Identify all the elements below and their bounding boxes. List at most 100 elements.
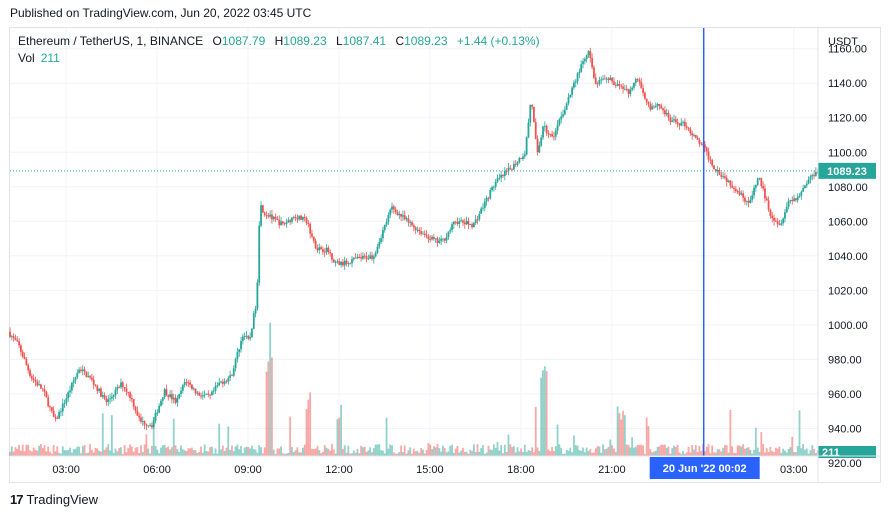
candle-body [425, 235, 428, 237]
candle-body [492, 186, 495, 188]
volume-bar [249, 448, 252, 456]
volume-bar [232, 451, 235, 456]
volume-bar [376, 444, 379, 456]
volume-bar [742, 444, 745, 456]
volume-bar [114, 448, 117, 456]
volume-bar [563, 453, 566, 456]
candle-body [725, 177, 728, 182]
volume-bar [334, 453, 337, 456]
volume-bar [658, 446, 661, 456]
candle-body [563, 109, 566, 115]
candle-body [402, 215, 404, 217]
volume-bar [765, 448, 768, 456]
volume-bar [483, 453, 486, 456]
volume-bar [332, 449, 335, 456]
volume-bar [320, 453, 322, 456]
volume-bar [301, 447, 304, 456]
candle-body [758, 178, 761, 179]
candle-body [120, 382, 122, 388]
volume-bar [252, 449, 255, 456]
tradingview-logo-icon: 17 [10, 492, 24, 507]
volume-bar [29, 450, 31, 456]
y-tick-label: 1100.00 [828, 147, 867, 159]
candle-body [218, 382, 221, 386]
candle-body [696, 137, 699, 140]
candle-body [496, 178, 499, 182]
volume-bar [149, 453, 151, 456]
volume-bar [74, 448, 77, 456]
candle-body [396, 212, 399, 216]
candle-body [132, 399, 135, 407]
candle-body [125, 388, 128, 393]
candle-body [580, 64, 583, 72]
volume-bar [298, 452, 301, 456]
footer[interactable]: 17 TradingView [10, 492, 98, 507]
volume-bar [40, 444, 42, 456]
candle-body [665, 112, 668, 115]
candle-body [243, 336, 246, 337]
volume-bar [354, 452, 357, 456]
y-axis-unit: USDT [828, 36, 858, 48]
volume-bar [167, 446, 170, 456]
candle-body [110, 396, 113, 399]
candle-body [609, 77, 612, 81]
candle-body [169, 394, 171, 397]
volume-bar [245, 446, 248, 456]
candle-body [267, 215, 270, 217]
volume-bar [727, 452, 730, 456]
candle-body [85, 371, 88, 377]
volume-bar [402, 452, 404, 456]
volume-bar [629, 447, 632, 456]
candle-body [436, 238, 439, 243]
x-tick-label: 15:00 [416, 464, 444, 476]
candle-body [467, 220, 470, 225]
volume-bar [660, 444, 663, 456]
candle-body [371, 255, 373, 259]
candle-body [674, 119, 677, 123]
candle-body [798, 195, 801, 197]
candle-body [287, 220, 290, 223]
volume-bar [520, 448, 523, 456]
candle-body [36, 381, 39, 386]
candle-body [391, 206, 393, 210]
candle-body [94, 384, 97, 386]
volume-bar [174, 445, 177, 456]
volume-bar [654, 450, 657, 456]
candle-body [225, 381, 228, 383]
candle-body [325, 247, 328, 253]
candle-body [596, 83, 599, 85]
volume-bar [171, 447, 173, 456]
volume-bar [347, 445, 350, 456]
volume-bar [543, 366, 546, 456]
candle-body [418, 229, 421, 232]
candle-body [558, 119, 561, 125]
candle-body [414, 227, 417, 231]
candle-body [733, 187, 735, 190]
candle-body [376, 246, 379, 253]
volume-bar [30, 451, 33, 456]
volume-bar [223, 450, 226, 456]
volume-bar [214, 448, 217, 456]
candle-body [704, 144, 706, 148]
high-label: H [274, 34, 284, 48]
candle-body [791, 199, 794, 202]
volume-bar [514, 452, 517, 456]
candle-body [529, 105, 532, 123]
candle-body [663, 110, 666, 115]
candle-body [20, 345, 22, 352]
volume-bar [671, 448, 674, 456]
volume-bar [185, 451, 188, 456]
volume-bar [556, 424, 559, 456]
candle-body [778, 224, 781, 226]
volume-bar [753, 449, 755, 456]
candle-body [491, 187, 493, 191]
candle-body [280, 221, 282, 226]
candle-body [645, 98, 648, 103]
candle-body [525, 137, 528, 155]
volume-bar [640, 444, 643, 456]
footer-brand: TradingView [26, 492, 99, 507]
volume-bar [442, 445, 444, 456]
volume-bar [722, 447, 725, 456]
candle-body [260, 205, 262, 226]
